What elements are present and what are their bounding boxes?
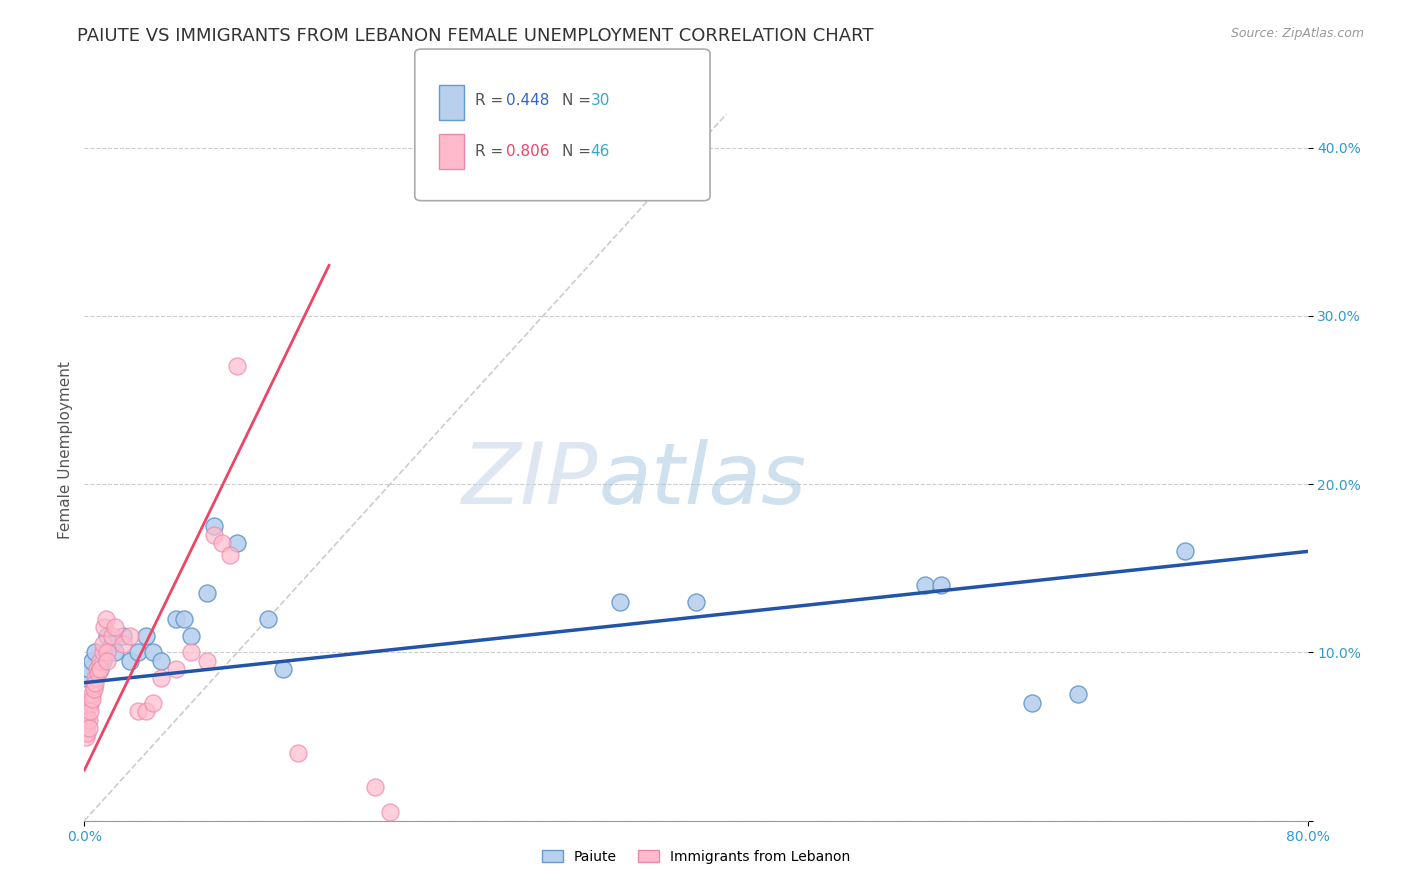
Point — [142, 645, 165, 659]
Point — [79, 696, 101, 710]
Point — [127, 645, 149, 659]
Point — [685, 595, 707, 609]
Point — [104, 620, 127, 634]
Text: Source: ZipAtlas.com: Source: ZipAtlas.com — [1230, 27, 1364, 40]
Point — [89, 662, 111, 676]
Text: 0.806: 0.806 — [506, 145, 550, 159]
Point — [271, 662, 294, 676]
Point — [75, 716, 97, 731]
Point — [93, 620, 115, 634]
Point — [76, 726, 98, 740]
Point — [101, 628, 124, 642]
Point — [77, 713, 100, 727]
Text: ZIP: ZIP — [461, 439, 598, 522]
Point — [195, 654, 218, 668]
Point — [91, 637, 114, 651]
Point — [120, 628, 142, 642]
Point — [202, 519, 225, 533]
Point — [75, 671, 97, 685]
Point — [111, 628, 134, 642]
Point — [127, 704, 149, 718]
Point — [77, 662, 100, 676]
Point — [87, 665, 110, 680]
Point — [96, 628, 118, 642]
Y-axis label: Female Unemployment: Female Unemployment — [58, 361, 73, 540]
Text: PAIUTE VS IMMIGRANTS FROM LEBANON FEMALE UNEMPLOYMENT CORRELATION CHART: PAIUTE VS IMMIGRANTS FROM LEBANON FEMALE… — [77, 27, 875, 45]
Point — [79, 704, 101, 718]
Point — [83, 682, 105, 697]
Point — [80, 688, 103, 702]
Point — [226, 359, 249, 374]
Point — [96, 645, 118, 659]
Point — [76, 709, 98, 723]
Point — [120, 654, 142, 668]
Point — [1174, 544, 1197, 558]
Point — [84, 645, 107, 659]
Point — [1021, 696, 1043, 710]
Text: R =: R = — [475, 145, 509, 159]
Text: N =: N = — [562, 145, 596, 159]
Point — [80, 692, 103, 706]
Point — [180, 645, 202, 659]
Point — [609, 595, 631, 609]
Point — [149, 671, 172, 685]
Point — [226, 536, 249, 550]
Point — [89, 654, 111, 668]
Point — [1067, 688, 1090, 702]
Legend: Paiute, Immigrants from Lebanon: Paiute, Immigrants from Lebanon — [537, 844, 855, 869]
Point — [218, 548, 240, 562]
Point — [211, 536, 233, 550]
Text: 46: 46 — [591, 145, 610, 159]
Point — [257, 612, 280, 626]
Point — [89, 662, 111, 676]
Point — [75, 730, 97, 744]
Point — [96, 654, 118, 668]
Point — [380, 805, 402, 820]
Point — [75, 713, 97, 727]
Point — [111, 637, 134, 651]
Point — [202, 527, 225, 541]
Point — [104, 645, 127, 659]
Point — [914, 578, 936, 592]
Point — [84, 671, 107, 685]
Point — [94, 612, 117, 626]
Point — [180, 628, 202, 642]
Point — [135, 704, 157, 718]
Point — [287, 747, 309, 761]
Text: N =: N = — [562, 94, 596, 108]
Point — [195, 586, 218, 600]
Point — [77, 721, 100, 735]
Text: 0.448: 0.448 — [506, 94, 550, 108]
Point — [91, 645, 114, 659]
Point — [84, 675, 107, 690]
Point — [76, 716, 98, 731]
Point — [135, 628, 157, 642]
Point — [929, 578, 952, 592]
Point — [83, 679, 105, 693]
Point — [165, 612, 187, 626]
Point — [149, 654, 172, 668]
Text: R =: R = — [475, 94, 509, 108]
Point — [173, 612, 195, 626]
Point — [77, 699, 100, 714]
Point — [101, 637, 124, 651]
Point — [364, 780, 387, 794]
Point — [165, 662, 187, 676]
Point — [86, 662, 108, 676]
Point — [75, 721, 97, 735]
Point — [142, 696, 165, 710]
Point — [80, 654, 103, 668]
Text: 30: 30 — [591, 94, 610, 108]
Text: atlas: atlas — [598, 439, 806, 522]
Point — [91, 654, 114, 668]
